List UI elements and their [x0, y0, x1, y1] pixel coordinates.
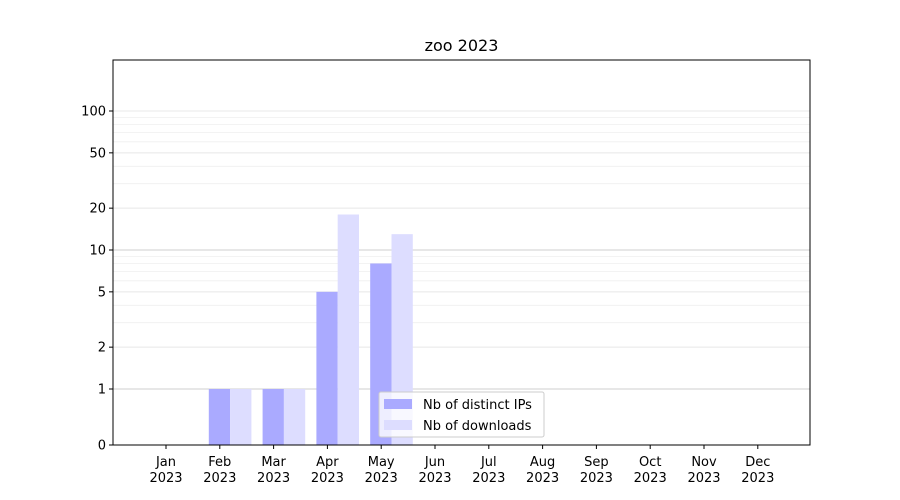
- y-tick-label: 10: [89, 244, 106, 259]
- y-tick-label: 1: [98, 383, 106, 398]
- x-tick-label-month: Apr: [316, 455, 339, 470]
- bar-nb-of-distinct-ips-feb: [208, 389, 231, 445]
- x-tick-label-year: 2023: [365, 471, 398, 486]
- plot-frame: [112, 59, 811, 446]
- x-tick-label-year: 2023: [472, 471, 505, 486]
- bar-nb-of-downloads-feb: [230, 389, 252, 445]
- x-tick-label-month: Oct: [639, 455, 661, 470]
- x-tick-label-year: 2023: [418, 471, 451, 486]
- chart-title: zoo 2023: [425, 36, 499, 55]
- y-tick-label: 100: [81, 105, 106, 120]
- legend-swatch-distinct-ips: [384, 399, 412, 409]
- x-tick-label-month: Jan: [155, 455, 176, 470]
- bar-nb-of-distinct-ips-mar: [262, 389, 284, 445]
- x-tick-label-month: Sep: [584, 455, 609, 470]
- x-tick-label-year: 2023: [634, 471, 667, 486]
- x-tick-label-year: 2023: [203, 471, 236, 486]
- x-tick-label-month: May: [368, 455, 395, 470]
- x-tick-label-month: Dec: [745, 455, 770, 470]
- legend-label-distinct-ips: Nb of distinct IPs: [423, 398, 532, 413]
- bar-nb-of-downloads-mar: [283, 389, 306, 445]
- y-tick-label: 2: [98, 341, 106, 356]
- x-tick-label-month: Mar: [261, 455, 286, 470]
- grid-lines: [113, 110, 810, 390]
- x-tick-label-month: Jun: [424, 455, 445, 470]
- y-tick-label: 5: [98, 285, 106, 300]
- x-tick-label-month: Nov: [691, 455, 717, 470]
- y-axis: 0 1 2 5 10 20 50 100: [81, 105, 113, 454]
- legend: Nb of distinct IPs Nb of downloads: [378, 391, 545, 438]
- x-tick-label-month: Jul: [480, 455, 497, 470]
- x-tick-label-year: 2023: [526, 471, 559, 486]
- x-tick-label-month: Feb: [208, 455, 231, 470]
- x-tick-label-year: 2023: [580, 471, 613, 486]
- bar-nb-of-downloads-apr: [337, 214, 359, 445]
- x-tick-label-year: 2023: [687, 471, 720, 486]
- bar-nb-of-distinct-ips-apr: [316, 291, 338, 445]
- legend-swatch-downloads: [384, 420, 412, 430]
- legend-label-downloads: Nb of downloads: [423, 419, 532, 434]
- x-tick-label-year: 2023: [311, 471, 344, 486]
- x-tick-label-year: 2023: [149, 471, 182, 486]
- x-axis: Jan2023Feb2023Mar2023Apr2023May2023Jun20…: [149, 445, 774, 486]
- legend-box: [378, 391, 545, 438]
- y-tick-label: 20: [89, 202, 106, 217]
- y-tick-label: 0: [98, 439, 106, 454]
- x-tick-label-year: 2023: [257, 471, 290, 486]
- x-tick-label-year: 2023: [741, 471, 774, 486]
- y-tick-label: 50: [89, 146, 106, 161]
- x-tick-label-month: Aug: [530, 455, 555, 470]
